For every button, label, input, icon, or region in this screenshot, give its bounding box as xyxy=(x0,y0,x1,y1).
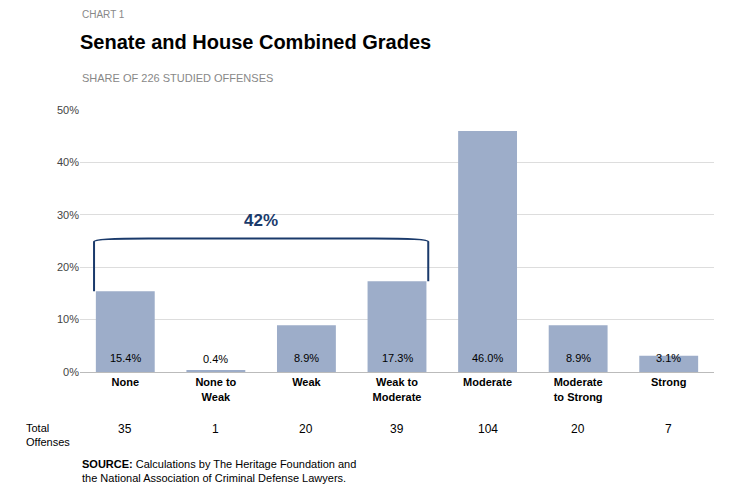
svg-text:8.9%: 8.9% xyxy=(294,352,319,364)
svg-text:CHART 1: CHART 1 xyxy=(82,9,125,20)
svg-text:46.0%: 46.0% xyxy=(472,352,503,364)
svg-text:SOURCE: Calculations by The He: SOURCE: Calculations by The Heritage Fou… xyxy=(82,458,356,484)
svg-text:10%: 10% xyxy=(57,313,79,325)
svg-text:SHARE OF 226 STUDIED OFFENSES: SHARE OF 226 STUDIED OFFENSES xyxy=(82,72,273,84)
svg-text:Weak: Weak xyxy=(292,376,321,388)
svg-text:Strong: Strong xyxy=(651,376,686,388)
svg-text:3.1%: 3.1% xyxy=(656,352,681,364)
svg-text:20: 20 xyxy=(571,422,585,436)
svg-text:TotalOffenses: TotalOffenses xyxy=(26,422,70,448)
svg-text:Senate and House Combined Grad: Senate and House Combined Grades xyxy=(80,31,431,53)
svg-text:None toWeak: None toWeak xyxy=(195,376,236,402)
svg-text:0%: 0% xyxy=(63,366,79,378)
svg-text:Moderateto Strong: Moderateto Strong xyxy=(554,376,603,402)
svg-text:8.9%: 8.9% xyxy=(566,352,591,364)
svg-text:30%: 30% xyxy=(57,209,79,221)
svg-text:42%: 42% xyxy=(244,211,278,230)
svg-text:0.4%: 0.4% xyxy=(203,353,228,365)
svg-text:17.3%: 17.3% xyxy=(382,352,413,364)
svg-text:35: 35 xyxy=(118,422,132,436)
svg-text:Weak toModerate: Weak toModerate xyxy=(373,376,422,402)
svg-text:50%: 50% xyxy=(57,104,79,116)
svg-text:40%: 40% xyxy=(57,156,79,168)
svg-text:20%: 20% xyxy=(57,261,79,273)
svg-text:104: 104 xyxy=(478,422,498,436)
svg-text:7: 7 xyxy=(665,422,672,436)
svg-text:1: 1 xyxy=(212,422,219,436)
svg-text:Moderate: Moderate xyxy=(463,376,512,388)
svg-text:39: 39 xyxy=(390,422,404,436)
svg-text:None: None xyxy=(112,376,140,388)
svg-text:20: 20 xyxy=(299,422,313,436)
svg-text:15.4%: 15.4% xyxy=(110,352,141,364)
